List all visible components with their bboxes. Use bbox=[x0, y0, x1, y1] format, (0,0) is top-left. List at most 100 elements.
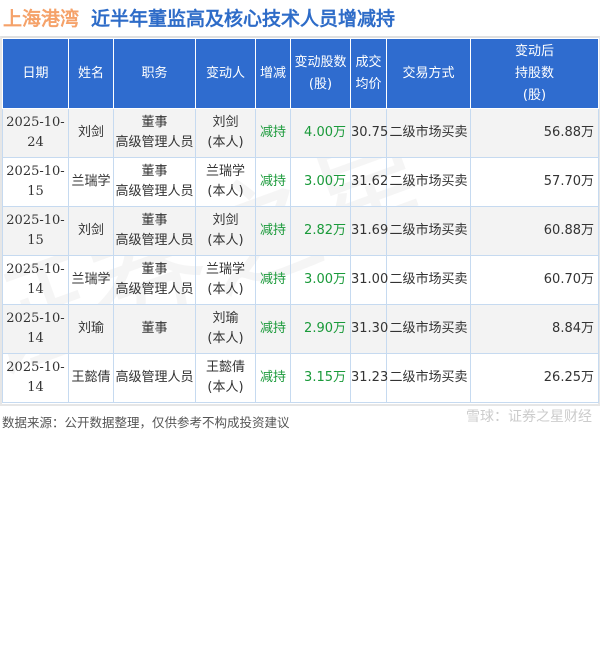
cell-person2: (本人) bbox=[207, 331, 244, 346]
cell-role: 董事 高级管理人员 bbox=[113, 108, 196, 158]
header-shares: 变动股数(股) bbox=[290, 38, 351, 109]
cell-role1: 高级管理人员 bbox=[115, 370, 194, 385]
cell-person: 刘瑜 (本人) bbox=[195, 304, 256, 354]
cell-date: 2025-10-14 bbox=[2, 304, 69, 354]
cell-name: 兰瑞学 bbox=[68, 255, 114, 305]
cell-date: 2025-10-15 bbox=[2, 206, 69, 256]
cell-after: 57.70万 bbox=[470, 157, 599, 207]
cell-person2: (本人) bbox=[207, 135, 244, 150]
cell-after: 8.84万 bbox=[470, 304, 599, 354]
table-row: 2025-10-15 刘剑 董事 高级管理人员 刘剑 (本人) 减持 2.82万 31.69 二级… bbox=[2, 206, 599, 256]
header-label: 成交均价 bbox=[355, 54, 382, 92]
header-label: 增减 bbox=[259, 65, 286, 81]
cell-role2: 高级管理人员 bbox=[115, 135, 194, 150]
cell-after: 60.70万 bbox=[470, 255, 599, 305]
cell-method: 二级市场买卖 bbox=[386, 353, 471, 403]
cell-person: 兰瑞学 (本人) bbox=[195, 157, 256, 207]
cell-person1: 兰瑞学 bbox=[205, 262, 245, 277]
cell-name: 刘剑 bbox=[68, 108, 114, 158]
cell-role1: 董事 bbox=[141, 213, 168, 228]
header-label: 日期 bbox=[22, 65, 49, 81]
cell-dir: 减持 bbox=[255, 206, 291, 256]
cell-role2: 高级管理人员 bbox=[115, 233, 194, 248]
header-role: 职务 bbox=[113, 38, 196, 109]
cell-price: 30.75 bbox=[350, 108, 388, 158]
cell-method: 二级市场买卖 bbox=[386, 304, 471, 354]
cell-name: 刘瑜 bbox=[68, 304, 114, 354]
cell-dir: 减持 bbox=[255, 157, 291, 207]
cell-role: 董事 bbox=[113, 304, 196, 354]
cell-shares: 3.00万 bbox=[290, 255, 351, 305]
cell-person: 王懿倩 (本人) bbox=[195, 353, 256, 403]
header-row: 日期 姓名 职务 变动人 增减 变动股数(股) 成交均价 交易方式 变动后持股数(股) bbox=[2, 38, 599, 109]
data-source-note: 数据来源：公开数据整理，仅供参考不构成投资建议 bbox=[2, 415, 290, 430]
header-method: 交易方式 bbox=[386, 38, 471, 109]
cell-person1: 刘剑 bbox=[212, 115, 239, 130]
table-row: 2025-10-15 兰瑞学 董事 高级管理人员 兰瑞学 (本人) 减持 3.00万 31.62… bbox=[2, 157, 599, 207]
cell-person1: 王懿倩 bbox=[205, 360, 245, 375]
cell-role: 高级管理人员 bbox=[113, 353, 196, 403]
page-title: 上海港湾 近半年董监高及核心技术人员增减持 bbox=[3, 2, 395, 32]
cell-person: 刘剑 (本人) bbox=[195, 108, 256, 158]
cell-person1: 刘剑 bbox=[212, 213, 239, 228]
cell-method: 二级市场买卖 bbox=[386, 157, 471, 207]
cell-person2: (本人) bbox=[207, 282, 244, 297]
cell-person: 刘剑 (本人) bbox=[195, 206, 256, 256]
cell-role1: 董事 bbox=[141, 115, 168, 130]
cell-name: 刘剑 bbox=[68, 206, 114, 256]
cell-after: 60.88万 bbox=[470, 206, 599, 256]
header-date: 日期 bbox=[2, 38, 69, 109]
cell-role1: 董事 bbox=[141, 321, 168, 336]
header-label: 交易方式 bbox=[402, 65, 455, 81]
cell-after: 26.25万 bbox=[470, 353, 599, 403]
header-label: 变动股数(股) bbox=[294, 54, 347, 92]
cell-method: 二级市场买卖 bbox=[386, 255, 471, 305]
cell-role2: 高级管理人员 bbox=[115, 184, 194, 199]
cell-person: 兰瑞学 (本人) bbox=[195, 255, 256, 305]
cell-name: 兰瑞学 bbox=[68, 157, 114, 207]
cell-person2: (本人) bbox=[207, 380, 244, 395]
cell-dir: 减持 bbox=[255, 353, 291, 403]
cell-date: 2025-10-15 bbox=[2, 157, 69, 207]
cell-date: 2025-10-24 bbox=[2, 108, 69, 158]
cell-price: 31.62 bbox=[350, 157, 388, 207]
company-name: 上海港湾 bbox=[3, 7, 80, 30]
cell-person2: (本人) bbox=[207, 184, 244, 199]
header-name: 姓名 bbox=[68, 38, 114, 109]
cell-dir: 减持 bbox=[255, 304, 291, 354]
cell-method: 二级市场买卖 bbox=[386, 206, 471, 256]
cell-person2: (本人) bbox=[207, 233, 244, 248]
cell-role1: 董事 bbox=[141, 164, 168, 179]
header-price: 成交均价 bbox=[350, 38, 387, 109]
cell-role: 董事 高级管理人员 bbox=[113, 206, 196, 256]
cell-person1: 兰瑞学 bbox=[205, 164, 245, 179]
cell-name: 王懿倩 bbox=[68, 353, 114, 403]
cell-shares: 3.00万 bbox=[290, 157, 351, 207]
cell-shares: 2.82万 bbox=[290, 206, 351, 256]
cell-price: 31.00 bbox=[350, 255, 388, 305]
cell-role: 董事 高级管理人员 bbox=[113, 157, 196, 207]
cell-date: 2025-10-14 bbox=[2, 353, 69, 403]
table-row: 2025-10-14 兰瑞学 董事 高级管理人员 兰瑞学 (本人) 减持 3.00万 31.00… bbox=[2, 255, 599, 305]
table-row: 2025-10-24 刘剑 董事 高级管理人员 刘剑 (本人) 减持 4.00万 30.75 二级… bbox=[2, 108, 599, 158]
header-label: 职务 bbox=[141, 65, 168, 81]
header-person: 变动人 bbox=[195, 38, 256, 109]
header-label: 姓名 bbox=[77, 65, 104, 81]
header-after: 变动后持股数(股) bbox=[470, 38, 599, 109]
holdings-table: 日期 姓名 职务 变动人 增减 变动股数(股) 成交均价 交易方式 变动后持股数(股) 2025… bbox=[2, 38, 599, 403]
table-row: 2025-10-14 刘瑜 董事 刘瑜 (本人) 减持 2.90万 31.30 二级市场买卖 8.… bbox=[2, 304, 599, 354]
cell-price: 31.30 bbox=[350, 304, 388, 354]
header-label: 变动人 bbox=[205, 65, 245, 81]
cell-price: 31.69 bbox=[350, 206, 388, 256]
cell-method: 二级市场买卖 bbox=[386, 108, 471, 158]
xueqiu-watermark: 雪球：证券之星财经 bbox=[466, 409, 592, 425]
header-change: 增减 bbox=[255, 38, 291, 109]
cell-price: 31.23 bbox=[350, 353, 388, 403]
holdings-table-container: 日期 姓名 职务 变动人 增减 变动股数(股) 成交均价 交易方式 变动后持股数(股) 2025… bbox=[0, 36, 600, 406]
table-row: 2025-10-14 王懿倩 高级管理人员 王懿倩 (本人) 减持 3.15万 31.23 二级… bbox=[2, 353, 599, 403]
cell-role: 董事 高级管理人员 bbox=[113, 255, 196, 305]
cell-role2: 高级管理人员 bbox=[115, 282, 194, 297]
cell-shares: 4.00万 bbox=[290, 108, 351, 158]
cell-date: 2025-10-14 bbox=[2, 255, 69, 305]
header-label: 变动后持股数(股) bbox=[514, 43, 554, 103]
